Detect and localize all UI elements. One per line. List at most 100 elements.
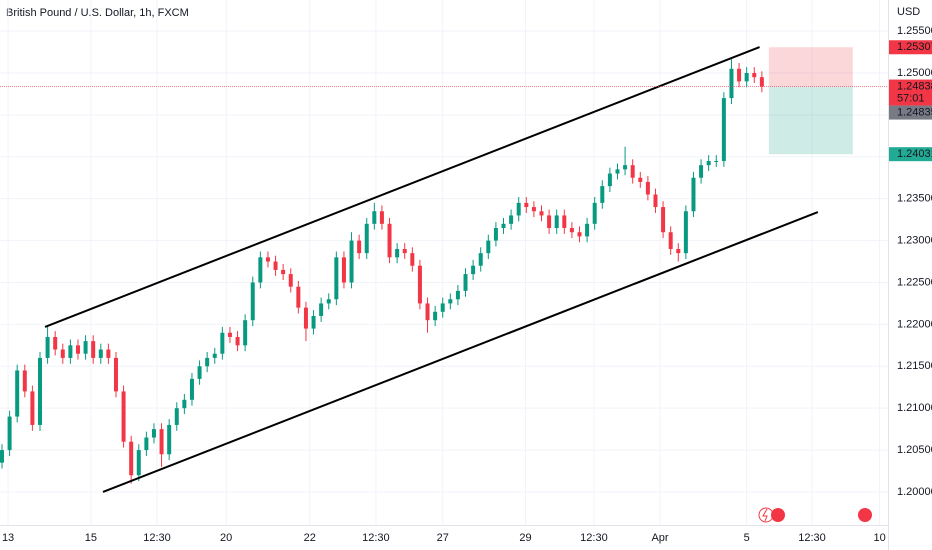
candle-body [577, 232, 582, 237]
candle-body [402, 248, 407, 254]
candle-body [174, 408, 179, 425]
candle-body [554, 215, 559, 229]
price-tag: 1.24838 [897, 80, 932, 92]
candle-body [478, 253, 483, 266]
candle-body [326, 299, 331, 304]
candle-body [189, 378, 194, 400]
candle-body [68, 345, 73, 358]
candle-body [288, 274, 293, 287]
flag-icon [771, 508, 785, 522]
candle-body [562, 215, 567, 229]
candle-body [417, 265, 422, 304]
candle-body [349, 240, 354, 283]
candle-body [524, 202, 529, 208]
candle-body [30, 391, 35, 425]
candle-body [615, 169, 620, 174]
candle-body [227, 332, 232, 337]
candle-body [121, 391, 126, 442]
candle-body [569, 228, 574, 233]
candle-body [592, 202, 597, 224]
candle-body [653, 194, 658, 208]
candle-body [341, 257, 346, 283]
candle-body [600, 186, 605, 203]
stop-zone [768, 47, 853, 87]
candle-body [159, 429, 164, 455]
candle-body [607, 173, 612, 187]
x-tick-label: 12:30 [798, 532, 826, 544]
candle-body [60, 349, 65, 358]
candle-body [531, 207, 536, 212]
candle-body [281, 269, 286, 275]
candle-body [630, 165, 635, 178]
candle-body [243, 320, 248, 346]
stop-tag-bg [889, 40, 932, 55]
candle-body [357, 240, 362, 254]
candle-body [471, 265, 476, 275]
bid-tag-bg [889, 105, 932, 120]
y-tick-label: 1.20500 [897, 444, 932, 456]
candle-body [91, 341, 96, 358]
candle-body [22, 370, 27, 392]
candle-body [759, 77, 764, 87]
candle-body [265, 257, 270, 262]
candle-body [167, 424, 172, 455]
y-tick-label: 1.21000 [897, 402, 932, 414]
candle-body [379, 211, 384, 224]
candle-body [425, 303, 430, 321]
candle-body [752, 72, 757, 78]
candle-body [303, 307, 308, 329]
candle-body [509, 215, 514, 224]
candle-body [387, 223, 392, 258]
candle-body [0, 450, 4, 463]
candle-body [205, 357, 210, 367]
x-tick-label: 29 [519, 532, 531, 544]
candle-body [311, 316, 316, 329]
candle-body [250, 282, 255, 321]
x-tick-label: 27 [437, 532, 449, 544]
candle-body [493, 228, 498, 241]
x-tick-label: 13 [2, 532, 14, 544]
candle-body [486, 240, 491, 254]
x-tick-label: 12:30 [580, 532, 608, 544]
candle-body [83, 341, 88, 354]
candle-body [661, 207, 666, 233]
candle-body [129, 441, 134, 476]
trendline [44, 46, 760, 328]
candle-body [136, 450, 141, 476]
candle-body [319, 303, 324, 317]
y-tick-label: 1.20000 [897, 486, 932, 498]
candle-body [691, 177, 696, 212]
y-tick-label: 1.22500 [897, 276, 932, 288]
y-tick-label: 1.22000 [897, 318, 932, 330]
candle-body [98, 349, 103, 358]
candle-body [258, 257, 263, 283]
candle-body [501, 223, 506, 229]
candle-body [645, 181, 650, 195]
candle-body [235, 336, 240, 346]
x-tick-label: 12:30 [143, 532, 171, 544]
candle-body [37, 357, 42, 425]
candle-body [683, 211, 688, 254]
x-tick-label: 22 [304, 532, 316, 544]
candle-body [585, 223, 590, 237]
candle-body [440, 303, 445, 312]
candle-body [372, 211, 377, 224]
candle-body [706, 160, 711, 166]
candle-body [53, 336, 58, 350]
candle-body [212, 353, 217, 358]
candle-body [737, 68, 742, 82]
stop-tag: 1.25307 [897, 41, 932, 53]
y-tick-label: 1.21500 [897, 360, 932, 372]
y-tick-label: 1.23500 [897, 193, 932, 205]
price-tag-bg [889, 79, 932, 106]
x-tick-label: 15 [85, 532, 97, 544]
candle-body [106, 349, 111, 358]
candle-body [113, 357, 118, 392]
axis-unit: USD [897, 6, 920, 18]
candle-body [395, 248, 400, 258]
x-tick-label: 10 [874, 532, 886, 544]
x-tick-label: Apr [651, 532, 668, 544]
candle-body [714, 160, 719, 162]
candle-body [744, 72, 749, 82]
